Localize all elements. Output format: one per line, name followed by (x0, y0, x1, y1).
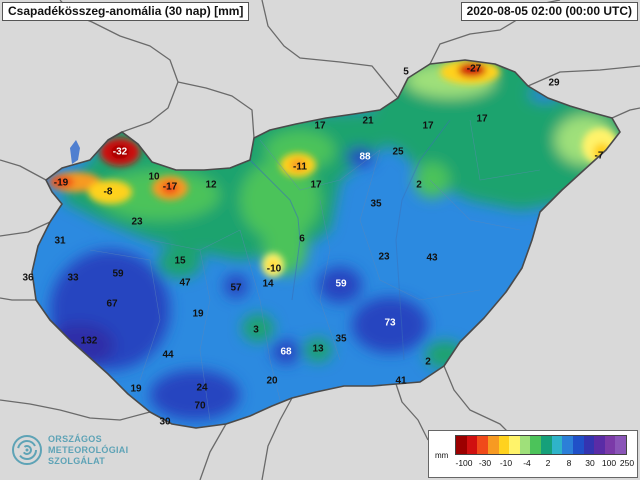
station-value: 67 (106, 298, 118, 310)
station-value: 33 (67, 272, 79, 284)
station-value: 31 (54, 235, 66, 247)
station-value: 30 (159, 416, 171, 428)
logo-text: ORSZÁGOS METEOROLÓGIAI SZOLGÁLAT (48, 434, 128, 467)
legend-swatch (541, 436, 552, 454)
legend-swatch (572, 436, 584, 454)
station-value: -19 (53, 177, 69, 189)
legend-tick: 2 (545, 458, 551, 468)
station-value: 41 (395, 375, 407, 387)
station-value: 17 (310, 179, 322, 191)
legend-swatch (583, 436, 595, 454)
station-value: 43 (426, 252, 438, 264)
station-value: -27 (466, 63, 482, 75)
station-value: 5 (403, 66, 409, 78)
legend-swatch (551, 436, 563, 454)
station-value: 73 (384, 317, 396, 329)
station-value: 17 (476, 113, 488, 125)
station-value: -17 (162, 181, 178, 193)
legend-tick: -100 (455, 458, 473, 468)
station-value: 35 (370, 198, 382, 210)
station-value: 3 (253, 324, 259, 336)
legend-swatch (615, 436, 626, 454)
station-value: 21 (362, 115, 374, 127)
legend-swatch (477, 436, 488, 454)
legend-swatch (562, 436, 573, 454)
legend-tick: -4 (523, 458, 531, 468)
station-value: 36 (22, 272, 34, 284)
legend-unit: mm (435, 451, 449, 460)
station-value: 70 (194, 400, 206, 412)
station-value: 20 (266, 375, 278, 387)
station-value: 10 (148, 171, 160, 183)
station-value: 19 (192, 308, 204, 320)
hungary-outline (31, 59, 621, 429)
logo-line: METEOROLÓGIAI (48, 445, 129, 455)
station-value: 2 (416, 179, 422, 191)
logo-line: SZOLGÁLAT (48, 456, 106, 466)
station-value: 47 (179, 277, 191, 289)
legend-tick: -10 (499, 458, 513, 468)
legend-tick: 30 (585, 458, 595, 468)
station-value: 14 (262, 278, 274, 290)
legend-swatch (530, 436, 541, 454)
map-timestamp: 2020-08-05 02:00 (00:00 UTC) (460, 2, 638, 21)
legend-swatch (466, 436, 478, 454)
station-value: -8 (103, 186, 113, 198)
legend-tick: 8 (566, 458, 572, 468)
station-value: 44 (162, 349, 174, 361)
station-value: 68 (280, 346, 292, 358)
station-value: 17 (422, 120, 434, 132)
station-value: -7 (594, 150, 604, 162)
station-value: 2 (425, 356, 431, 368)
station-value: 24 (196, 382, 208, 394)
station-value: 13 (312, 343, 324, 355)
legend-tick: -30 (478, 458, 492, 468)
swirl-logo-icon (12, 435, 42, 465)
legend-swatch (456, 436, 467, 454)
station-value: 132 (80, 335, 98, 347)
color-legend: mm -100 -30 -10 -4 2 8 30 100 250 (428, 430, 638, 478)
station-value: 23 (131, 216, 143, 228)
station-value: 59 (112, 268, 124, 280)
station-value: -10 (266, 263, 282, 275)
legend-swatch (519, 436, 531, 454)
station-value: 29 (548, 77, 560, 89)
station-value: 12 (205, 179, 217, 191)
station-value: -32 (112, 146, 128, 158)
station-value: 35 (335, 333, 347, 345)
station-value: -11 (293, 161, 307, 173)
map-title: Csapadékösszeg-anomália (30 nap) [mm] (2, 2, 250, 21)
legend-swatch (487, 436, 499, 454)
station-value: 59 (335, 278, 347, 290)
legend-swatch (498, 436, 510, 454)
county-borders (89, 119, 541, 421)
legend-color-bar (455, 435, 627, 455)
station-value: 88 (359, 151, 371, 163)
legend-tick: 250 (619, 458, 635, 468)
legend-swatch (604, 436, 616, 454)
legend-swatch (509, 436, 520, 454)
station-value: 6 (299, 233, 305, 245)
station-value: 19 (130, 383, 142, 395)
logo-line: ORSZÁGOS (48, 434, 102, 444)
station-value: 25 (392, 146, 404, 158)
station-value: 17 (314, 120, 326, 132)
station-value: 57 (230, 282, 242, 294)
station-value: 23 (378, 251, 390, 263)
station-value: 15 (174, 255, 186, 267)
neusiedl-lake-shape (70, 140, 80, 164)
legend-tick: 100 (601, 458, 617, 468)
omsz-logo: ORSZÁGOS METEOROLÓGIAI SZOLGÁLAT (8, 428, 158, 474)
legend-swatch (594, 436, 605, 454)
